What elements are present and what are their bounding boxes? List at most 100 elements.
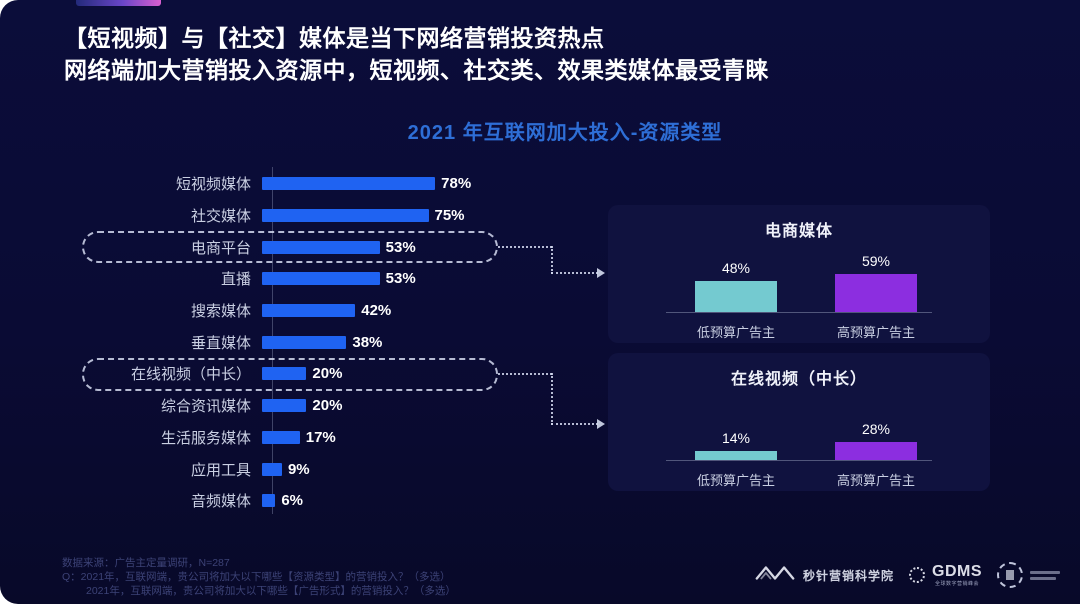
miaozhen-logo-label: 秒针营销科学院 [802,568,894,583]
bar-track: 38% [262,334,562,351]
row-category-label: 音频媒体 [190,493,251,511]
gdms-logo-label: GDMS [932,562,982,580]
connector-video-v [551,373,553,425]
bar [262,367,307,381]
row-category-label: 在线视频（中长） [130,366,251,384]
bar [262,430,300,444]
bar-value-label: 75% [434,207,465,225]
mini-bar-group: 14% [681,430,791,460]
chart-row: 生活服务媒体 17% [62,422,562,454]
mini-bar [695,281,777,312]
bar-value-label: 9% [287,460,310,478]
bar-track: 75% [262,207,562,224]
row-category-label: 搜索媒体 [190,303,251,321]
mini-bar-value: 48% [721,260,751,277]
seal-caption [1030,570,1060,580]
chart-row: 电商平台 53% [62,231,562,263]
chart-row: 音频媒体 6% [62,485,562,517]
chart-row: 应用工具 9% [62,453,562,485]
connector-video-arrow-icon [597,419,605,429]
miaozhen-logo: 秒针营销科学院 [754,563,894,588]
connector-ecommerce-v [551,246,553,274]
connector-video-h2 [551,423,598,425]
bar-value-label: 53% [385,238,416,256]
mini-bar-group: 28% [821,421,931,460]
bar-track: 78% [262,175,562,192]
bar [262,462,282,476]
bar-value-label: 38% [352,333,383,351]
gdms-circle-icon [909,567,925,583]
highlight-box-online-video [82,358,498,391]
panel-online-video-title: 在线视频（中长） [730,371,867,388]
bar [262,272,380,286]
mini-bar-value: 14% [721,429,751,446]
chart-title: 2021 年互联网加大投入-资源类型 [407,122,723,144]
gdms-logo-subtitle: 全球数字营销峰会 [934,580,979,587]
panel-ecommerce-chart: 48% 59% 低预算广告主 高预算广告主 [608,249,990,340]
connector-ecommerce-h1 [498,246,552,248]
bar [262,304,356,318]
headline: 【短视频】与【社交】媒体是当下网络营销投资热点 网络端加大营销投入资源中，短视频… [64,22,769,86]
bar-value-label: 53% [385,270,416,288]
headline-line2: 网络端加大营销投入资源中，短视频、社交类、效果类媒体最受青睐 [64,57,769,83]
mini-category-label: 低预算广告主 [696,473,775,488]
chart-row: 社交媒体 75% [62,200,562,232]
bar [262,209,429,223]
bar-value-label: 17% [305,428,336,446]
chart-row: 垂直媒体 38% [62,326,562,358]
gdms-logo: GDMS 全球数字营销峰会 [909,562,982,587]
bar [262,494,276,508]
resource-bar-chart: 短视频媒体 78% 社交媒体 75% 电商平台 53% 直播 53% 搜索媒体 42% 垂直媒体 38… [62,168,562,517]
chart-row: 短视频媒体 78% [62,168,562,200]
seal-icon [997,562,1023,588]
bar-value-label: 20% [312,397,343,415]
panel-ecommerce-media: 电商媒体 48% 59% 低预算广告主 高预算广告主 [608,205,990,343]
chart-row: 在线视频（中长） 20% [62,358,562,390]
bar-value-label: 6% [281,492,303,510]
mini-bar [835,441,917,460]
headline-line1: 【短视频】与【社交】媒体是当下网络营销投资热点 [64,25,605,51]
bar-value-label: 78% [441,175,472,193]
row-category-label: 应用工具 [190,461,251,479]
gradient-accent-strip [76,0,161,6]
data-source-note: 数据来源：广告主定量调研，N=287 [62,557,230,569]
mini-plot: 48% 59% [666,249,932,313]
question-line-1: Q： 2021年，互联网端，贵公司将加大以下哪些【资源类型】的营销投入？（多选） [62,570,456,584]
mini-categories: 低预算广告主 高预算广告主 [666,320,932,340]
bar-track: 20% [262,397,562,414]
row-category-label: 综合资讯媒体 [160,398,251,416]
connector-ecommerce-arrow-icon [597,268,605,278]
row-category-label: 社交媒体 [190,208,251,226]
chart-row: 直播 53% [62,263,562,295]
bar-track: 42% [262,302,562,319]
bar-value-label: 42% [361,302,392,320]
bar [262,240,380,254]
chart-row: 综合资讯媒体 20% [62,390,562,422]
bar-track: 53% [262,270,562,287]
mini-bar [835,273,917,312]
mini-bar-group: 48% [681,260,791,312]
row-category-label: 短视频媒体 [175,176,251,194]
summit-seal-logo [997,562,1060,588]
panel-online-video: 在线视频（中长） 14% 28% 低预算广告主 高预算广告主 [608,353,990,491]
row-category-label: 电商平台 [190,239,251,257]
mini-bar [695,450,777,460]
chart-row: 搜索媒体 42% [62,295,562,327]
bar [262,177,436,191]
bar-track: 20% [262,365,562,382]
question-1-text: 2021年，互联网端，贵公司将加大以下哪些【资源类型】的营销投入？（多选） [80,571,451,583]
bar [262,335,347,349]
panel-ecommerce-title: 电商媒体 [764,223,833,240]
mini-category-label: 高预算广告主 [836,325,915,340]
bar-track: 53% [262,239,562,256]
mini-categories: 低预算广告主 高预算广告主 [666,468,932,488]
mini-plot: 14% 28% [666,397,932,461]
row-category-label: 生活服务媒体 [160,429,251,447]
highlight-box-ecommerce [82,231,498,263]
bar-track: 17% [262,429,562,446]
row-category-label: 直播 [220,271,251,289]
footer-notes: 数据来源：广告主定量调研，N=287 Q： 2021年，互联网端，贵公司将加大以… [62,556,456,598]
row-category-label: 垂直媒体 [190,334,251,352]
